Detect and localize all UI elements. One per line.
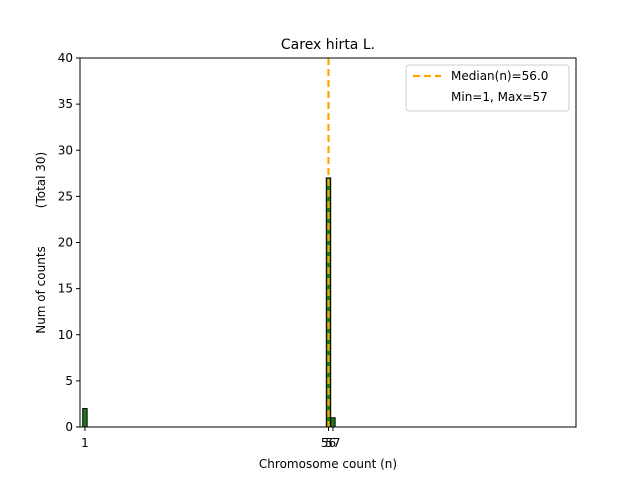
y-tick-label-0: 0 — [65, 420, 73, 434]
y-tick-label-15: 15 — [58, 282, 73, 296]
y-tick-label-20: 20 — [58, 236, 73, 250]
legend-box — [405, 64, 570, 112]
y-axis-ticks: 0 5 10 15 20 25 30 35 40 — [58, 51, 80, 434]
y-axis-label: Num of counts — [34, 246, 48, 334]
y-tick-label-30: 30 — [58, 143, 73, 157]
legend: Median(n)=56.0 Min=1, Max=57 — [405, 64, 570, 112]
x-axis-label: Chromosome count (n) — [259, 457, 397, 471]
y-axis-total-label: (Total 30) — [34, 152, 48, 208]
chart-title: Carex hirta L. — [281, 37, 375, 53]
legend-median-label: Median(n)=56.0 — [451, 69, 548, 83]
y-tick-label-25: 25 — [58, 189, 73, 203]
legend-minmax-label: Min=1, Max=57 — [451, 90, 548, 104]
y-tick-label-5: 5 — [65, 374, 73, 388]
x-tick-label-57: 57 — [325, 436, 340, 450]
bar-57 — [330, 417, 336, 428]
y-tick-label-10: 10 — [58, 328, 73, 342]
y-tick-label-35: 35 — [58, 97, 73, 111]
x-tick-label-56: 56 — [321, 436, 336, 450]
bar-1 — [82, 408, 88, 428]
y-tick-label-40: 40 — [58, 51, 73, 65]
x-tick-label-1: 1 — [81, 436, 89, 450]
